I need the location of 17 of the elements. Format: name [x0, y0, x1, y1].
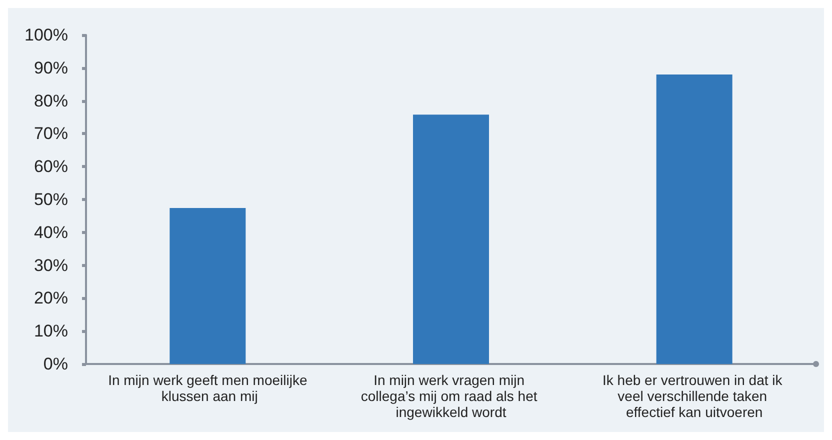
bar	[413, 114, 489, 364]
y-tick-label: 30%	[34, 256, 68, 275]
y-tick-label: 40%	[34, 222, 68, 242]
y-tick-label: 100%	[24, 26, 68, 44]
y-tick-label: 60%	[34, 157, 68, 176]
bar	[656, 74, 732, 364]
x-tick-label: In mijn werk geeft men moeilijke klussen aan mij	[108, 372, 308, 404]
y-tick-label: 70%	[34, 124, 68, 144]
y-tick-label: 0%	[43, 354, 68, 374]
y-tick-label: 80%	[34, 91, 68, 110]
y-tick-label: 10%	[34, 322, 68, 341]
x-tick-label: In mijn werk vragen mijn collega’s mij om raad als het ingewikkeld wordt	[360, 372, 542, 420]
y-tick-label: 90%	[34, 58, 68, 78]
bar	[170, 208, 246, 364]
x-tick-label: Ik heb er vertrouwen in dat ik veel verschillende taken effectief kan uitvoeren	[602, 372, 786, 420]
y-tick-label: 50%	[34, 190, 68, 209]
y-tick-label: 20%	[34, 288, 68, 308]
